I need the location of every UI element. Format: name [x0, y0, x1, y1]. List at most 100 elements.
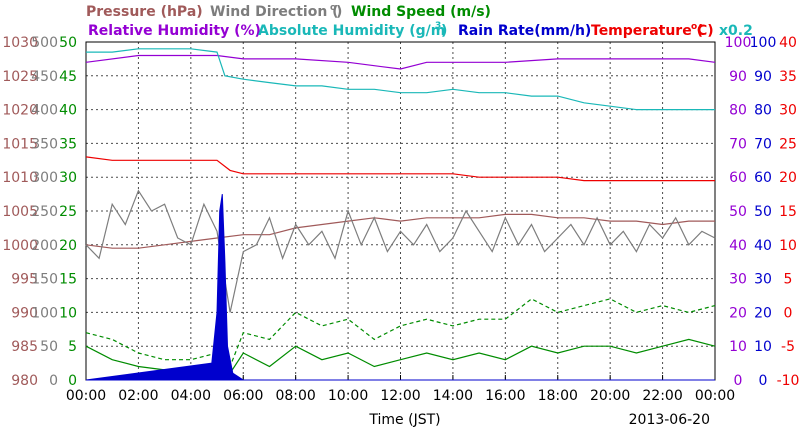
- y-tick-temperature: 40: [779, 35, 797, 51]
- y-tick-wind_speed: 35: [59, 136, 77, 152]
- y-tick-humidity: 90: [729, 69, 747, 85]
- y-tick-humidity: 20: [729, 305, 747, 321]
- y-tick-rain: 10: [754, 339, 772, 355]
- y-tick-rain: 50: [754, 204, 772, 220]
- y-tick-temperature: 35: [779, 69, 797, 85]
- series-absolute-humidity: [86, 48, 715, 111]
- y-tick-wind_dir: 200: [31, 238, 58, 254]
- y-tick-humidity: 50: [729, 204, 747, 220]
- legend-close: ): [441, 23, 447, 39]
- y-tick-temperature: 0: [784, 305, 793, 321]
- y-tick-wind_speed: 10: [59, 305, 77, 321]
- degree-mark: o: [691, 22, 697, 32]
- x-tick-label: 00:00: [695, 388, 735, 404]
- y-tick-humidity: 70: [729, 136, 747, 152]
- y-tick-humidity: 30: [729, 272, 747, 288]
- degree-mark: o: [330, 3, 336, 13]
- legend-entry: Absolute Humidity (g/m: [258, 23, 445, 39]
- x-tick-label: 20:00: [590, 388, 630, 404]
- y-tick-pressure: 985: [11, 339, 38, 355]
- y-tick-pressure: 1010: [2, 170, 38, 186]
- y-tick-rain: 20: [754, 305, 772, 321]
- y-tick-pressure: 980: [11, 373, 38, 389]
- y-tick-wind_dir: 450: [31, 69, 58, 85]
- x-tick-label: 06:00: [223, 388, 263, 404]
- y-tick-temperature: 15: [779, 204, 797, 220]
- y-tick-wind_speed: 20: [59, 238, 77, 254]
- x-tick-label: 16:00: [485, 388, 525, 404]
- x-axis-label: Time (JST): [368, 412, 440, 428]
- y-tick-pressure: 1025: [2, 69, 38, 85]
- y-tick-wind_dir: 150: [31, 272, 58, 288]
- y-tick-humidity: 80: [729, 103, 747, 119]
- x-tick-label: 18:00: [538, 388, 578, 404]
- y-tick-humidity: 10: [729, 339, 747, 355]
- legend-entry: x0.2: [719, 23, 753, 39]
- y-tick-pressure: 990: [11, 305, 38, 321]
- x-tick-label: 08:00: [275, 388, 315, 404]
- legend-entry: Relative Humidity (%): [88, 23, 261, 39]
- y-tick-wind_dir: 0: [49, 373, 58, 389]
- y-tick-pressure: 995: [11, 272, 38, 288]
- y-tick-rain: 60: [754, 170, 772, 186]
- legend-entry: Rain Rate(mm/h): [458, 23, 591, 39]
- x-tick-label: 12:00: [380, 388, 420, 404]
- y-tick-pressure: 1015: [2, 136, 38, 152]
- y-tick-wind_dir: 300: [31, 170, 58, 186]
- y-tick-humidity: 40: [729, 238, 747, 254]
- x-tick-label: 14:00: [433, 388, 473, 404]
- y-tick-rain: 90: [754, 69, 772, 85]
- x-tick-label: 02:00: [118, 388, 158, 404]
- x-tick-label: 00:00: [66, 388, 106, 404]
- y-tick-rain: 30: [754, 272, 772, 288]
- y-tick-wind_speed: 50: [59, 35, 77, 51]
- y-tick-pressure: 1000: [2, 238, 38, 254]
- x-tick-label: 10:00: [328, 388, 368, 404]
- y-tick-rain: 0: [759, 373, 768, 389]
- series-temperature: [85, 156, 715, 182]
- y-tick-wind_speed: 30: [59, 170, 77, 186]
- y-tick-humidity: 100: [725, 35, 752, 51]
- y-tick-pressure: 1005: [2, 204, 38, 220]
- y-tick-wind_dir: 250: [31, 204, 58, 220]
- y-tick-wind_dir: 400: [31, 103, 58, 119]
- series-wind-direction: [85, 189, 716, 313]
- y-tick-wind_dir: 50: [40, 339, 58, 355]
- y-tick-temperature: 20: [779, 170, 797, 186]
- legend-close: ): [336, 4, 342, 20]
- legend-close: C): [697, 23, 714, 39]
- legend-entry: Temperature (: [591, 23, 703, 39]
- legend-entry: Wind Direction (: [210, 4, 339, 20]
- y-tick-humidity: 0: [734, 373, 743, 389]
- y-tick-temperature: -10: [777, 373, 800, 389]
- date-label: 2013-06-20: [629, 412, 710, 428]
- y-tick-wind_dir: 500: [31, 35, 58, 51]
- y-tick-wind_speed: 25: [59, 204, 77, 220]
- series-wind-speed-gust: [85, 298, 716, 368]
- y-tick-rain: 100: [750, 35, 777, 51]
- y-tick-wind_speed: 40: [59, 103, 77, 119]
- y-tick-pressure: 1020: [2, 103, 38, 119]
- legend-entry: Wind Speed (m/s): [351, 4, 491, 20]
- y-tick-temperature: 10: [779, 238, 797, 254]
- y-tick-temperature: 30: [779, 103, 797, 119]
- y-tick-wind_speed: 15: [59, 272, 77, 288]
- superscript: 3: [435, 21, 441, 31]
- y-tick-humidity: 60: [729, 170, 747, 186]
- y-tick-temperature: 25: [779, 136, 797, 152]
- y-tick-wind_dir: 350: [31, 136, 58, 152]
- y-tick-temperature: 5: [784, 272, 793, 288]
- series-relative-humidity: [85, 54, 716, 70]
- y-tick-wind_dir: 100: [31, 305, 58, 321]
- y-tick-pressure: 1030: [2, 35, 38, 51]
- y-tick-temperature: -5: [781, 339, 795, 355]
- series-pressure-hpa: [85, 213, 715, 249]
- y-tick-rain: 80: [754, 103, 772, 119]
- y-tick-wind_speed: 45: [59, 69, 77, 85]
- y-tick-rain: 40: [754, 238, 772, 254]
- series-rain-rate: [85, 194, 715, 381]
- legend-entry: Pressure (hPa): [86, 4, 203, 20]
- y-tick-wind_speed: 5: [68, 339, 77, 355]
- y-tick-wind_speed: 0: [68, 373, 77, 389]
